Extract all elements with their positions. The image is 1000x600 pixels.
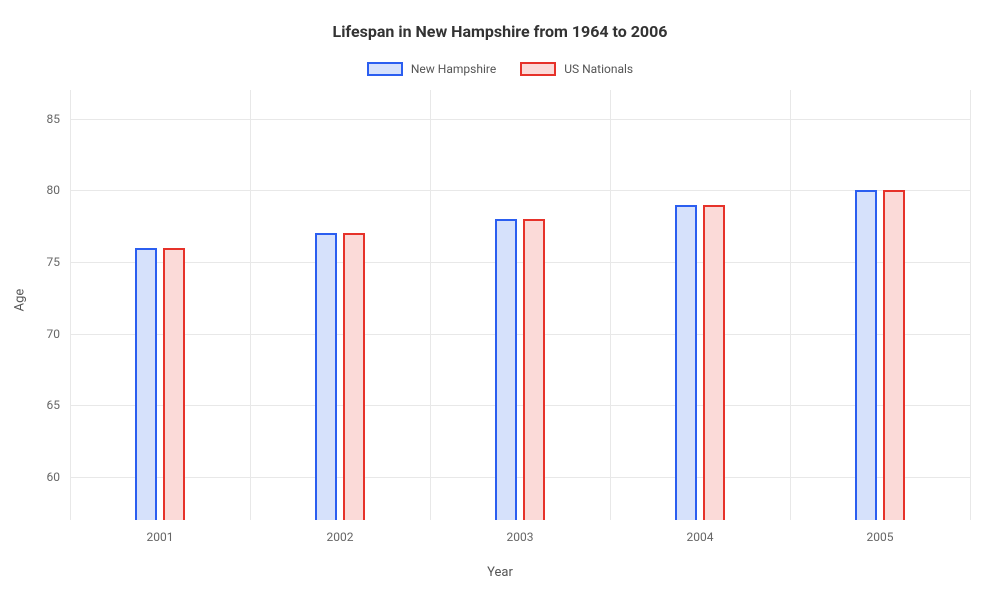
legend-item-us: US Nationals [520, 62, 633, 76]
xtick-label: 2003 [507, 520, 534, 544]
legend-item-nh: New Hampshire [367, 62, 496, 76]
legend-label-us: US Nationals [564, 62, 633, 76]
gridline-v [790, 90, 791, 520]
gridline-v [250, 90, 251, 520]
ytick-label: 85 [47, 112, 71, 126]
legend-label-nh: New Hampshire [411, 62, 496, 76]
bar-nh [675, 205, 697, 520]
bar-us [703, 205, 725, 520]
bar-nh [855, 190, 877, 520]
xtick-label: 2001 [147, 520, 174, 544]
gridline-v [70, 90, 71, 520]
gridline-h [70, 334, 970, 335]
gridline-h [70, 477, 970, 478]
gridline-v [430, 90, 431, 520]
gridline-h [70, 190, 970, 191]
bar-us [343, 233, 365, 520]
bar-nh [135, 248, 157, 520]
legend: New Hampshire US Nationals [0, 62, 1000, 76]
xtick-label: 2004 [687, 520, 714, 544]
gridline-v [610, 90, 611, 520]
x-axis-label: Year [0, 565, 1000, 580]
bar-us [523, 219, 545, 520]
legend-swatch-us [520, 62, 556, 76]
gridline-h [70, 262, 970, 263]
legend-swatch-nh [367, 62, 403, 76]
y-axis-label: Age [13, 289, 28, 312]
gridline-h [70, 405, 970, 406]
xtick-label: 2002 [327, 520, 354, 544]
plot-area: 60657075808520012002200320042005 [70, 90, 970, 520]
ytick-label: 80 [47, 183, 71, 197]
bar-us [163, 248, 185, 520]
bar-us [883, 190, 905, 520]
ytick-label: 70 [47, 327, 71, 341]
ytick-label: 60 [47, 470, 71, 484]
ytick-label: 75 [47, 255, 71, 269]
bar-nh [315, 233, 337, 520]
gridline-v [970, 90, 971, 520]
chart-container: Lifespan in New Hampshire from 1964 to 2… [0, 0, 1000, 600]
ytick-label: 65 [47, 398, 71, 412]
xtick-label: 2005 [867, 520, 894, 544]
gridline-h [70, 119, 970, 120]
chart-title: Lifespan in New Hampshire from 1964 to 2… [0, 22, 1000, 41]
bar-nh [495, 219, 517, 520]
